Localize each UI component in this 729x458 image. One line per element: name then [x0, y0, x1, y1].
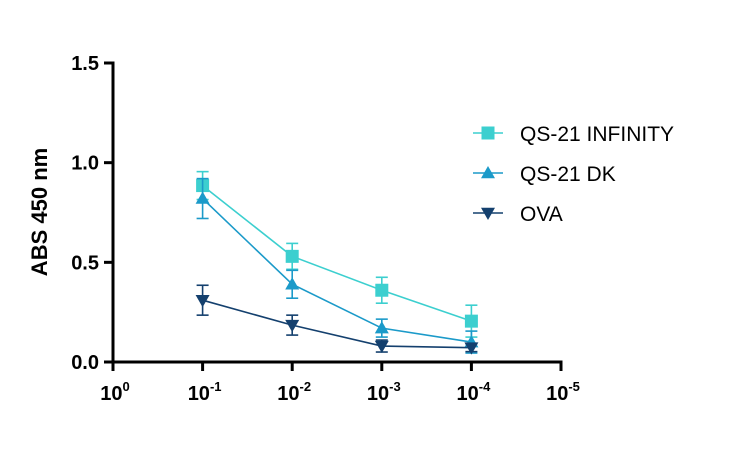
data-point [374, 321, 389, 334]
series-ova [195, 284, 479, 355]
x-tick-label: 10-2 [277, 379, 311, 405]
data-point [464, 314, 478, 328]
legend-label: QS-21 INFINITY [520, 123, 674, 146]
x-tick-label: 10-3 [367, 379, 401, 405]
y-tick-label: 0.0 [71, 352, 99, 374]
series-qs-21-dk [195, 177, 479, 354]
y-tick-label: 0.5 [71, 252, 99, 274]
legend-marker [481, 126, 495, 140]
y-tick-label: 1.5 [71, 53, 99, 75]
data-point [285, 319, 300, 333]
data-point [195, 294, 210, 308]
x-tick-exponent: -4 [479, 379, 491, 394]
x-tick-base: 10 [546, 383, 568, 405]
y-tick-label: 1.0 [71, 153, 99, 175]
series-line [202, 299, 472, 349]
x-tick-exponent: -1 [210, 379, 222, 394]
legend-label: QS-21 DK [520, 163, 616, 186]
x-tick-label: 10-5 [546, 379, 580, 405]
data-point [195, 191, 210, 204]
y-axis-label: ABS 450 nm [27, 148, 52, 276]
data-point [374, 340, 389, 354]
legend-item: QS-21 DK [473, 163, 616, 186]
series-line [202, 184, 472, 322]
x-tick-exponent: -3 [389, 379, 401, 394]
x-tick-label: 10-1 [188, 379, 222, 405]
x-tick-exponent: 0 [123, 379, 130, 394]
x-tick-label: 10-4 [456, 379, 491, 405]
x-tick-exponent: -2 [300, 379, 312, 394]
series-line [202, 197, 472, 343]
data-point [285, 249, 299, 263]
series-layer [195, 170, 479, 355]
legend-item: QS-21 INFINITY [473, 123, 674, 146]
data-point [464, 342, 479, 355]
legend-item: OVA [473, 203, 563, 226]
x-tick-label: 100 [100, 379, 129, 405]
x-tick-base: 10 [456, 383, 478, 405]
legend-label: OVA [520, 203, 563, 226]
x-tick-base: 10 [367, 383, 389, 405]
legend-marker [481, 207, 495, 220]
legend-marker [481, 166, 495, 179]
legend: QS-21 INFINITY QS-21 DK OVA [473, 123, 674, 226]
x-tick-base: 10 [100, 383, 122, 405]
data-point [285, 277, 300, 290]
series-qs-21-infinity [196, 170, 478, 338]
data-point [375, 283, 389, 297]
x-tick-exponent: -5 [568, 379, 580, 394]
x-tick-base: 10 [188, 383, 210, 405]
x-tick-base: 10 [277, 383, 299, 405]
